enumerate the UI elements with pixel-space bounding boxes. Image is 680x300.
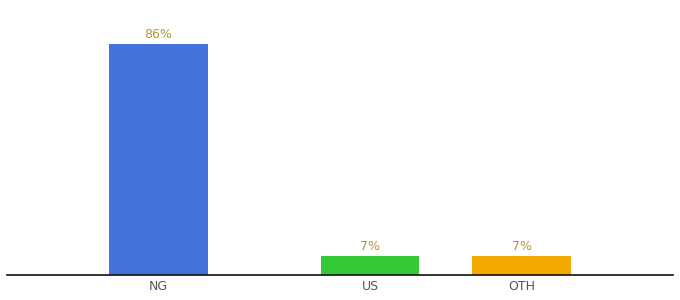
Bar — [473, 256, 571, 275]
Text: 7%: 7% — [360, 240, 380, 253]
Bar — [109, 44, 207, 275]
Text: 86%: 86% — [144, 28, 172, 41]
Bar — [321, 256, 420, 275]
Text: 7%: 7% — [511, 240, 532, 253]
